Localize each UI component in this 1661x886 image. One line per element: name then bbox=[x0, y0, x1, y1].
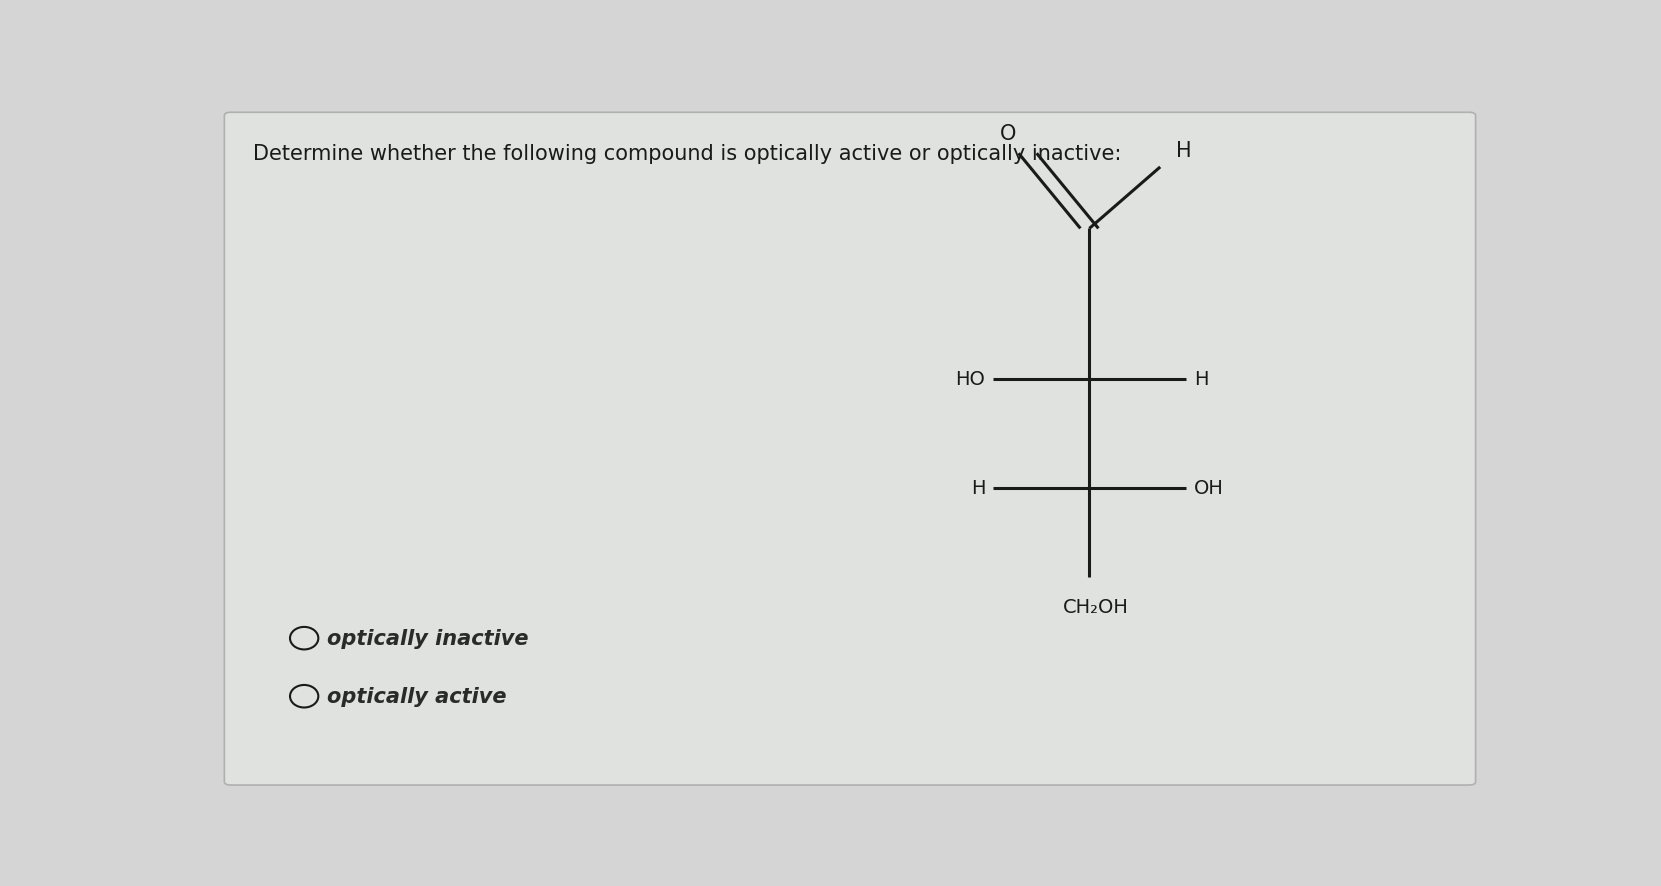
Text: OH: OH bbox=[1194, 478, 1224, 498]
Text: O: O bbox=[1000, 124, 1017, 144]
Text: optically active: optically active bbox=[327, 687, 507, 706]
Text: H: H bbox=[1194, 369, 1208, 389]
Text: HO: HO bbox=[955, 369, 985, 389]
Text: H: H bbox=[1176, 141, 1191, 161]
Text: H: H bbox=[970, 478, 985, 498]
Text: CH₂OH: CH₂OH bbox=[1063, 597, 1129, 617]
Text: optically inactive: optically inactive bbox=[327, 628, 528, 649]
Text: Determine whether the following compound is optically active or optically inacti: Determine whether the following compound… bbox=[252, 144, 1121, 164]
FancyBboxPatch shape bbox=[224, 113, 1475, 785]
